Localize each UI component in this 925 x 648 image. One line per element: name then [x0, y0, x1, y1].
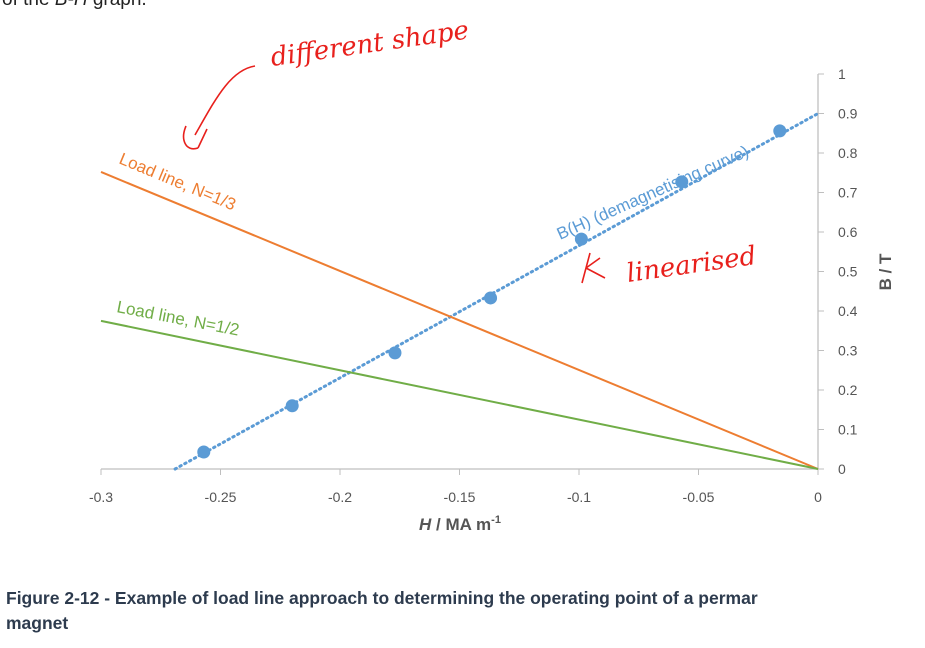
- x-tick-label: -0.25: [205, 489, 237, 505]
- y-tick-label: 0.6: [838, 224, 858, 240]
- demag-data-point: [388, 346, 402, 360]
- demag-data-point: [675, 175, 689, 189]
- y-tick-label: 0: [838, 461, 846, 477]
- demag-data-point: [574, 232, 588, 246]
- y-tick-label: 0.2: [838, 382, 858, 398]
- annotation-linearised: linearised: [625, 241, 758, 289]
- y-tick-label: 1: [838, 66, 846, 82]
- y-tick-label: 0.1: [838, 422, 858, 438]
- y-tick-label: 0.4: [838, 303, 858, 319]
- demag-data-point: [484, 291, 498, 305]
- handwritten-annotations: different shape linearised: [182, 15, 758, 289]
- y-tick-label: 0.9: [838, 106, 858, 122]
- demag-data-point: [197, 445, 211, 459]
- x-tick-label: -0.15: [444, 489, 476, 505]
- series-label-demag-curve: B(H) (demagnetising curve): [554, 142, 752, 244]
- x-tick-label: -0.3: [89, 489, 113, 505]
- x-tick-label: -0.05: [683, 489, 715, 505]
- annotation-k-mark: [581, 252, 606, 284]
- series-label-load-line-1-2: Load line, N=1/2: [115, 297, 241, 339]
- y-tick-label: 0.3: [838, 343, 858, 359]
- caption-line: magnet: [6, 613, 69, 633]
- load-line-2: [100, 319, 819, 470]
- x-axis-title: H / MA m-1: [419, 514, 501, 534]
- demag-data-point: [285, 399, 299, 413]
- y-tick-label: 0.8: [838, 145, 858, 161]
- figure-caption: Figure 2-12 - Example of load line appro…: [6, 586, 925, 636]
- x-tick-label: 0: [814, 489, 822, 505]
- annotation-arrow-head: [182, 125, 208, 150]
- text: graph.: [88, 0, 147, 10]
- text: of the: [2, 0, 55, 10]
- demag-data-point: [773, 124, 787, 138]
- text-em: B-H: [55, 0, 88, 10]
- demag-trendline: [173, 112, 820, 471]
- y-tick-label: 0.7: [838, 185, 858, 201]
- load-line-1: [100, 171, 819, 470]
- x-tick-label: -0.2: [328, 489, 352, 505]
- annotation-arrow-curve: [194, 65, 256, 136]
- annotation-different-shape: different shape: [269, 15, 471, 72]
- y-tick-label: 0.5: [838, 264, 858, 280]
- body-text: of the B-H graph.: [2, 0, 147, 11]
- caption-line: Figure 2-12 - Example of load line appro…: [6, 588, 758, 608]
- y-axis-title: B / T: [876, 253, 895, 290]
- x-tick-label: -0.1: [567, 489, 591, 505]
